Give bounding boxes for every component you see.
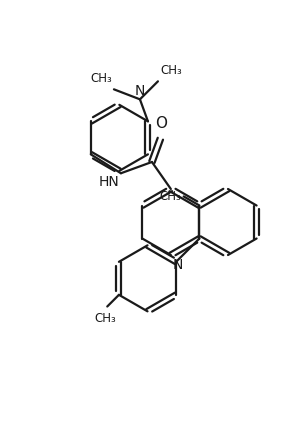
Text: N: N bbox=[173, 258, 183, 272]
Text: O: O bbox=[155, 116, 167, 131]
Text: CH₃: CH₃ bbox=[90, 72, 112, 85]
Text: N: N bbox=[135, 84, 145, 98]
Text: CH₃: CH₃ bbox=[94, 311, 116, 325]
Text: HN: HN bbox=[98, 175, 119, 189]
Text: CH₃: CH₃ bbox=[160, 64, 182, 78]
Text: CH₃: CH₃ bbox=[159, 190, 181, 203]
